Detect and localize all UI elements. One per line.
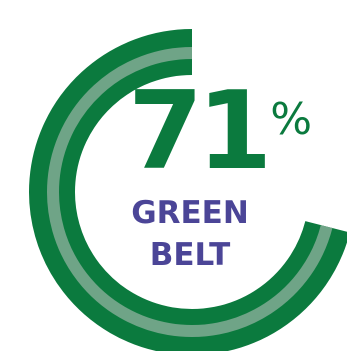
label-line-2: BELT (149, 237, 231, 273)
percentage-value: 71 (128, 69, 272, 194)
progress-ring-highlight-stripe (47, 47, 333, 337)
percentage-readout: 71 % (128, 78, 312, 188)
label-line-1: GREEN (131, 195, 249, 231)
percent-symbol: % (270, 94, 313, 145)
